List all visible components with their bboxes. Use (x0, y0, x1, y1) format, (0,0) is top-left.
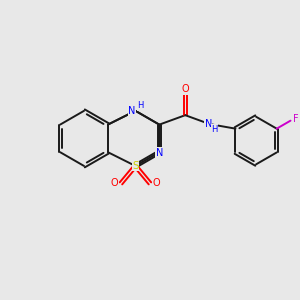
Text: H: H (137, 101, 144, 110)
Text: H: H (212, 125, 218, 134)
Text: S: S (132, 161, 139, 171)
Text: O: O (111, 178, 119, 188)
Text: O: O (182, 84, 189, 94)
Text: N: N (156, 148, 163, 158)
Text: N: N (128, 106, 136, 116)
Text: F: F (293, 114, 298, 124)
Text: N: N (205, 119, 212, 129)
Text: O: O (152, 178, 160, 188)
